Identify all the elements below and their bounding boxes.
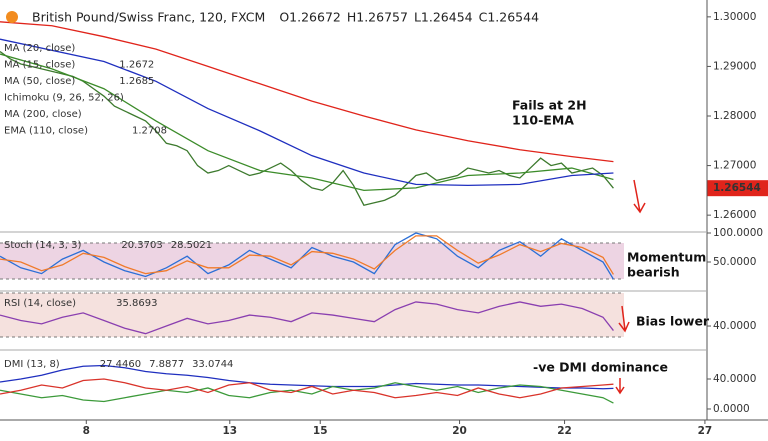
indicator-line <box>0 21 614 163</box>
y-tick-label: 1.28000 <box>713 110 756 122</box>
y-tick-label: 1.30000 <box>713 11 756 23</box>
arrow <box>633 179 646 214</box>
rsi-band <box>0 293 624 337</box>
y-tick-label: 100.0000 <box>713 227 763 239</box>
indicator-line <box>0 53 614 192</box>
study-name: EMA (110, close) <box>4 126 88 137</box>
indicator-line <box>0 382 614 404</box>
indicator-value: 7.8877 <box>149 359 184 370</box>
x-tick-label: 27 <box>698 425 713 437</box>
annotation: -ve DMI dominance <box>533 360 668 375</box>
indicator-line <box>0 232 614 280</box>
study-value: 1.2672 <box>119 60 154 71</box>
annotation: Momentum <box>627 250 706 265</box>
indicator-value: 35.8693 <box>116 298 157 309</box>
indicator-line <box>0 364 614 390</box>
y-tick-label: 40.0000 <box>713 373 756 385</box>
study-name: MA (15, close) <box>4 60 75 71</box>
study-value: 1.2685 <box>119 76 154 87</box>
ohlc-value: O1.26672 <box>279 10 341 25</box>
y-tick-label: 0.0000 <box>713 403 750 415</box>
annotation: 110-EMA <box>512 113 574 128</box>
symbol-title: British Pound/Swiss Franc, 120, FXCM <box>32 10 265 25</box>
y-tick-label: 1.26000 <box>713 209 756 221</box>
indicator-value: 20.3703 <box>121 240 162 251</box>
study-name: MA (50, close) <box>4 76 75 87</box>
ohlc: O1.26672 H1.26757 L1.26454 C1.26544 <box>279 10 539 25</box>
study-name: MA (200, close) <box>4 109 82 120</box>
annotation: Bias lower <box>636 314 710 329</box>
indicator-title: RSI (14, close) <box>4 298 76 309</box>
x-tick-label: 20 <box>452 425 467 437</box>
indicator-value: 28.5021 <box>171 240 212 251</box>
indicator-line <box>0 235 614 275</box>
indicator-value: 33.0744 <box>192 359 233 370</box>
study-value: 1.2708 <box>132 126 167 137</box>
plot: 1.30000 1.29000 1.28000 1.27000 1.26000 MA (2… <box>0 11 768 437</box>
indicator-title: DMI (13, 8) <box>4 359 60 370</box>
last-price-label: 1.26544 <box>713 182 761 194</box>
study-name: MA (20, close) <box>4 43 75 54</box>
ohlc-value: C1.26544 <box>479 10 539 25</box>
x-tick-label: 22 <box>557 425 572 437</box>
stoch-band <box>0 243 624 279</box>
price-line <box>0 51 614 206</box>
ohlc-value: H1.26757 <box>347 10 408 25</box>
indicator-title: Stoch (14, 3, 3) <box>4 240 81 251</box>
last-price-box <box>707 180 768 197</box>
indicator-line <box>0 378 614 399</box>
indicator-value: 27.4460 <box>100 359 141 370</box>
y-tick-label: 50.0000 <box>713 256 756 268</box>
arrow <box>618 305 630 333</box>
arrow <box>615 378 625 395</box>
x-tick-label: 8 <box>83 425 90 437</box>
study-name: Ichimoku (9, 26, 52, 26) <box>4 93 124 104</box>
indicator-line <box>0 38 614 187</box>
y-tick-label: 1.27000 <box>713 160 756 172</box>
x-tick-label: 13 <box>222 425 237 437</box>
y-tick-label: 40.0000 <box>713 320 756 332</box>
x-tick-label: 15 <box>313 425 328 437</box>
annotation: Fails at 2H <box>512 98 587 113</box>
indicator-line <box>0 301 614 335</box>
y-tick-label: 1.29000 <box>713 60 756 72</box>
annotation: bearish <box>627 265 680 280</box>
ohlc-value: L1.26454 <box>414 10 473 25</box>
symbol-icon <box>6 11 18 23</box>
